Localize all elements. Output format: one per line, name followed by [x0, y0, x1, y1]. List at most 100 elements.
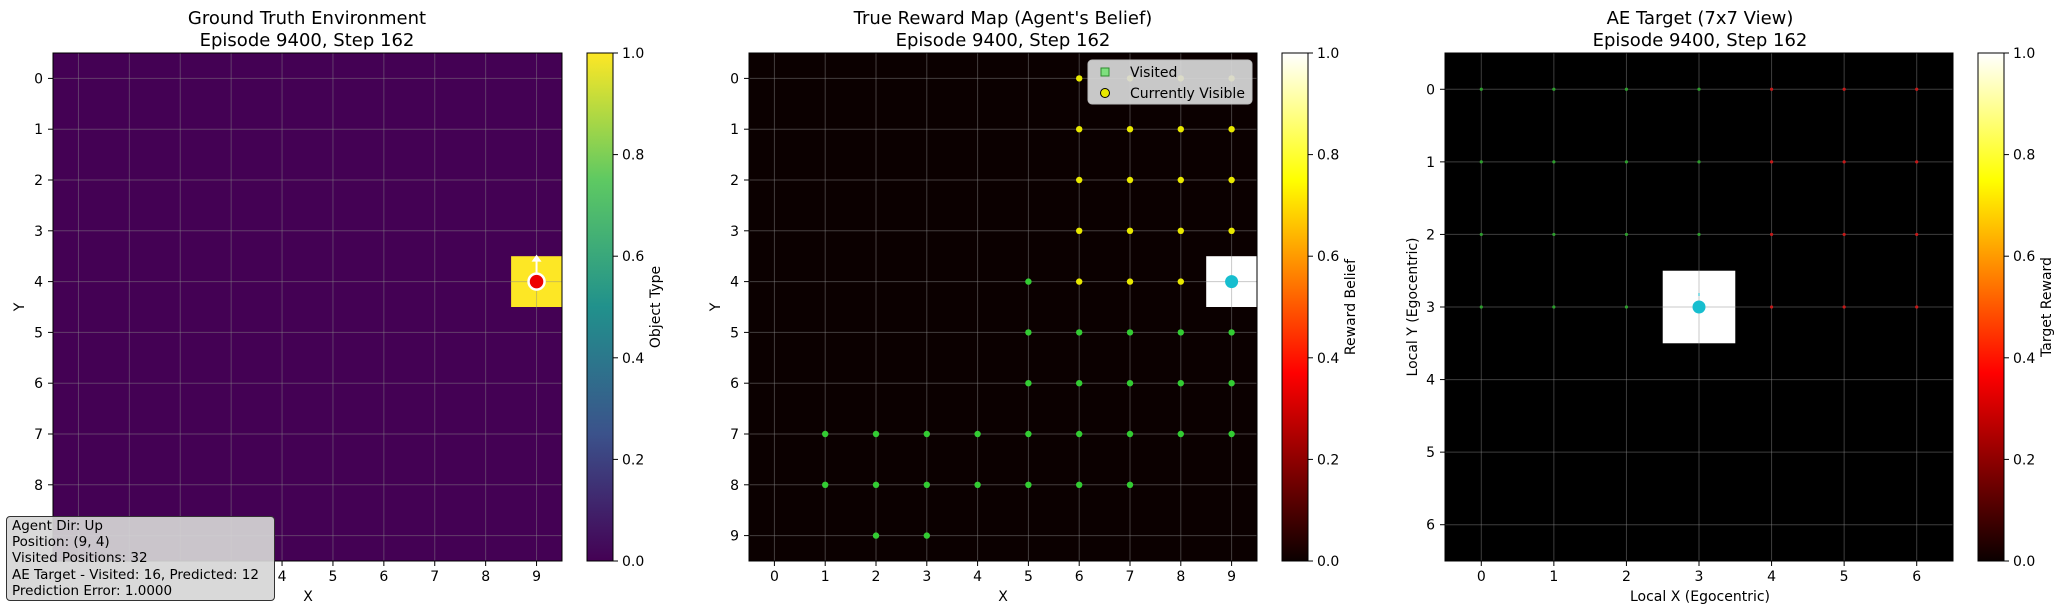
info-ae-target: AE Target - Visited: 16, Predicted: 12 [12, 566, 259, 583]
panel-2-title-line-1: True Reward Map (Agent's Belief) [853, 8, 1153, 29]
visited-marker [1076, 380, 1083, 387]
visible-marker [1126, 227, 1134, 234]
y-tick-label: 0 [1426, 82, 1435, 98]
colorbar-tick-label: 0.4 [1317, 351, 1339, 367]
predicted-marker [1769, 232, 1774, 237]
x-tick-label: 1 [1549, 569, 1558, 585]
y-tick-label: 8 [730, 478, 739, 494]
panel-1-colorbar [586, 52, 614, 562]
visible-marker [1177, 227, 1185, 234]
colorbar-tick-label: 0.8 [2013, 148, 2035, 164]
visible-marker [1126, 126, 1134, 133]
visited-marker [1479, 160, 1483, 164]
predicted-marker [1769, 305, 1774, 309]
predicted-marker [1842, 160, 1846, 164]
visited-marker [872, 532, 880, 539]
panel-1-title-line-2: Episode 9400, Step 162 [200, 30, 415, 51]
colorbar-tick-label: 0.6 [1317, 249, 1339, 265]
visited-marker [1177, 380, 1185, 387]
visible-marker [1076, 227, 1083, 234]
visible-marker [1177, 126, 1185, 133]
y-tick-label: 4 [730, 275, 739, 291]
visited-marker [1228, 430, 1235, 438]
y-tick-label: 6 [34, 376, 43, 392]
info-agent-dir: Agent Dir: Up [12, 518, 103, 534]
colorbar-tick-label: 0.0 [622, 554, 644, 570]
panel-3-colorbar [1977, 52, 2005, 562]
colorbar-tick-label: 0.8 [622, 148, 644, 164]
colorbar-tick-label: 1.0 [2013, 46, 2035, 62]
x-tick-label: 2 [1622, 569, 1631, 585]
legend-visited-label: Visited [1130, 65, 1177, 81]
x-tick-label: 6 [379, 569, 388, 585]
visited-marker [1624, 87, 1629, 91]
y-tick-label: 1 [34, 122, 43, 138]
y-tick-label: 3 [1426, 300, 1435, 316]
x-tick-label: 6 [1075, 569, 1084, 585]
x-tick-label: 2 [872, 569, 881, 585]
visible-marker [1228, 126, 1235, 133]
visible-marker [1076, 176, 1083, 184]
ae-target-heatmap: 0 1 2 3 4 5 6 0 1 2 3 4 5 6 [1426, 52, 1954, 585]
y-tick-label: 9 [730, 529, 739, 545]
x-tick-label: 0 [770, 569, 779, 585]
legend-visible-label: Currently Visible [1130, 86, 1245, 102]
x-tick-label: 5 [1840, 569, 1849, 585]
y-tick-label: 3 [730, 224, 739, 240]
y-tick-label: 4 [1426, 373, 1435, 389]
colorbar-tick-label: 0.4 [622, 351, 644, 367]
x-tick-label: 4 [1767, 569, 1776, 585]
visible-marker [1126, 176, 1134, 184]
legend-visited-marker [1100, 67, 1110, 77]
visited-marker [1177, 329, 1185, 336]
panel-1-ylabel: Y [12, 302, 28, 312]
visited-marker [1552, 160, 1556, 164]
colorbar-tick-label: 0.2 [2013, 452, 2035, 468]
panel-1-xlabel: X [303, 589, 313, 605]
visible-marker [1076, 278, 1083, 285]
visible-marker [1228, 176, 1235, 184]
y-tick-label: 2 [730, 173, 739, 189]
visited-marker [1076, 329, 1083, 336]
legend-visible-marker [1100, 88, 1110, 98]
panel-2-colorbar-label: Reward Belief [1343, 258, 1359, 355]
info-visited-positions: Visited Positions: 32 [12, 550, 148, 567]
colorbar-tick-label: 1.0 [622, 46, 644, 62]
predicted-marker [1769, 87, 1774, 91]
panel-2-colorbar-ticks: 0.0 0.2 0.4 0.6 0.8 1.0 [1308, 46, 1339, 570]
visible-marker [1228, 227, 1235, 234]
visited-marker [1697, 87, 1701, 91]
colorbar-tick-label: 1.0 [1317, 46, 1339, 62]
visited-marker [1177, 430, 1185, 438]
panel-3-colorbar-ticks: 0.0 0.2 0.4 0.6 0.8 1.0 [2004, 46, 2035, 570]
panel-1-colorbar-ticks: 0.0 0.2 0.4 0.6 0.8 1.0 [613, 46, 644, 570]
x-tick-label: 3 [922, 569, 931, 585]
ground-truth-heatmap: 4 5 6 7 8 9 0 1 2 3 4 5 6 7 8 [34, 52, 563, 585]
predicted-marker [1769, 160, 1774, 164]
visible-marker [1126, 278, 1134, 285]
y-tick-label: 2 [34, 173, 43, 189]
panel-2-colorbar [1281, 52, 1309, 562]
visited-marker [974, 481, 981, 488]
x-tick-label: 0 [1477, 569, 1486, 585]
agent-marker [1692, 300, 1706, 314]
colorbar-tick-label: 0.0 [2013, 554, 2035, 570]
visited-marker [1552, 305, 1556, 309]
colorbar-tick-label: 0.2 [1317, 452, 1339, 468]
visited-marker [1479, 232, 1483, 237]
x-tick-label: 3 [1695, 569, 1704, 585]
predicted-marker [1842, 305, 1846, 309]
x-tick-label: 4 [973, 569, 982, 585]
plot-frame [748, 52, 1258, 562]
visited-marker [1624, 305, 1629, 309]
visited-marker [1025, 430, 1032, 438]
visited-marker [1126, 430, 1134, 438]
x-tick-label: 1 [821, 569, 830, 585]
plot-frame [52, 52, 563, 562]
y-tick-label: 4 [34, 275, 43, 291]
panel-3-title-line-1: AE Target (7x7 View) [1607, 8, 1794, 29]
predicted-marker [1915, 160, 1919, 164]
panel-2-title-line-2: Episode 9400, Step 162 [896, 30, 1111, 51]
x-tick-label: 4 [278, 569, 287, 585]
